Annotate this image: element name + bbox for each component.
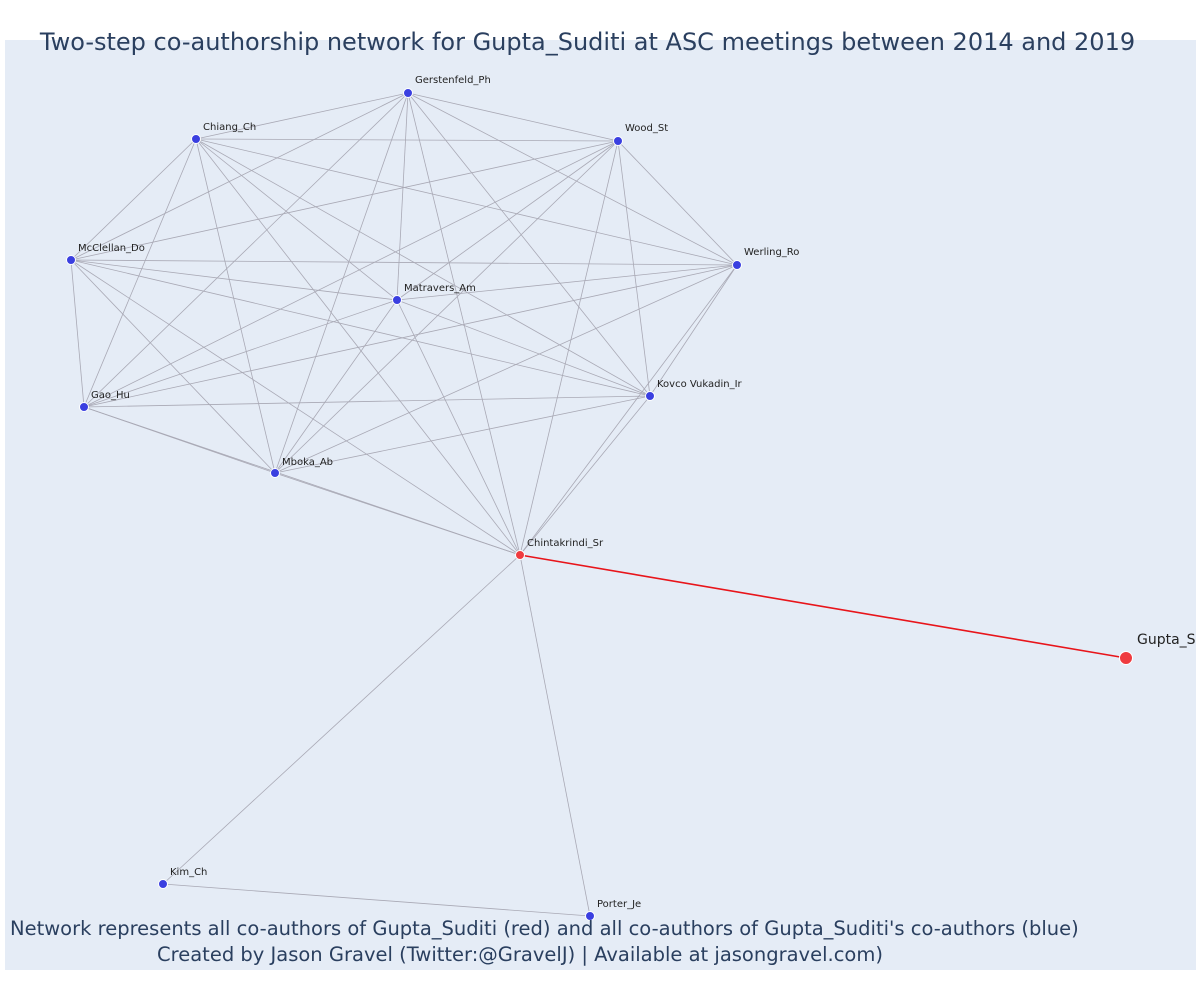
chart-title: Two-step co-authorship network for Gupta…: [39, 28, 1136, 56]
edge-wood-st-werling-ro: [617, 140, 738, 266]
edge-mcclellan-do-mboka-ab: [70, 259, 276, 474]
node-label-chintakrindi-sr: Chintakrindi_Sr: [527, 538, 604, 549]
edge-kovco-vukadin-ir-gao-hu: [83, 395, 651, 408]
edge-wood-st-mcclellan-do: [70, 140, 619, 261]
plot-background: [5, 40, 1196, 970]
edge-chintakrindi-sr-porter-je: [519, 554, 591, 917]
edge-kovco-vukadin-ir-chintakrindi-sr: [519, 395, 651, 556]
edge-wood-st-matravers-am: [396, 140, 619, 301]
node-label-mboka-ab: Mboka_Ab: [282, 457, 333, 468]
node-label-mcclellan-do: McClellan_Do: [78, 243, 145, 254]
edge-gerstenfeld-ph-chiang-ch: [195, 92, 409, 140]
nodes-layer: Gupta_S Chintakrindi_Sr Gerstenfeld_Ph Chia…: [66, 75, 1196, 921]
node-label-gerstenfeld-ph: Gerstenfeld_Ph: [415, 75, 491, 86]
edge-werling-ro-gao-hu: [83, 264, 738, 408]
node-mboka-ab[interactable]: [270, 468, 280, 478]
edge-wood-st-gao-hu: [83, 140, 619, 408]
edge-gerstenfeld-ph-werling-ro: [407, 92, 738, 266]
edge-kovco-vukadin-ir-mboka-ab: [274, 395, 651, 474]
node-label-porter-je: Porter_Je: [597, 899, 641, 910]
edge-mboka-ab-chintakrindi-sr: [274, 472, 521, 556]
edge-chiang-ch-mboka-ab: [195, 138, 276, 474]
node-matravers-am[interactable]: [392, 295, 402, 305]
edge-gerstenfeld-ph-wood-st: [407, 92, 619, 142]
edge-mcclellan-do-gao-hu: [70, 259, 85, 408]
node-kim-ch[interactable]: [158, 879, 168, 889]
edge-gerstenfeld-ph-mboka-ab: [274, 92, 409, 474]
edge-chiang-ch-matravers-am: [195, 138, 398, 301]
edge-matravers-am-kovco-vukadin-ir: [396, 299, 651, 397]
node-label-gupta-s: Gupta_S: [1137, 632, 1196, 648]
node-gao-hu[interactable]: [79, 402, 89, 412]
node-mcclellan-do[interactable]: [66, 255, 76, 265]
node-label-chiang-ch: Chiang_Ch: [203, 122, 256, 133]
edge-werling-ro-mboka-ab: [274, 264, 738, 474]
edge-mcclellan-do-chintakrindi-sr: [70, 259, 521, 556]
node-wood-st[interactable]: [613, 136, 623, 146]
node-werling-ro[interactable]: [732, 260, 742, 270]
caption-line-2: Created by Jason Gravel (Twitter:@Gravel…: [157, 943, 883, 966]
node-gerstenfeld-ph[interactable]: [403, 88, 413, 98]
edges-layer: [70, 92, 1127, 917]
edge-wood-st-chintakrindi-sr: [519, 140, 619, 556]
edge-wood-st-mboka-ab: [274, 140, 619, 474]
edge-gerstenfeld-ph-mcclellan-do: [70, 92, 409, 261]
node-chintakrindi-sr[interactable]: [515, 550, 525, 560]
node-label-matravers-am: Matravers_Am: [404, 283, 476, 294]
edge-gerstenfeld-ph-gao-hu: [83, 92, 409, 408]
edge-mcclellan-do-kovco-vukadin-ir: [70, 259, 651, 397]
focal-edge-chintakrindi-sr-gupta-s: [519, 554, 1127, 659]
edge-gerstenfeld-ph-kovco-vukadin-ir: [407, 92, 651, 397]
node-label-kim-ch: Kim_Ch: [170, 867, 207, 878]
edge-gerstenfeld-ph-matravers-am: [396, 92, 409, 301]
edge-werling-ro-matravers-am: [396, 264, 738, 301]
node-label-werling-ro: Werling_Ro: [744, 247, 799, 258]
edge-chiang-ch-mcclellan-do: [70, 138, 197, 261]
edge-mcclellan-do-werling-ro: [70, 259, 738, 266]
edge-matravers-am-gao-hu: [83, 299, 398, 408]
edge-chiang-ch-kovco-vukadin-ir: [195, 138, 651, 397]
edge-matravers-am-mboka-ab: [274, 299, 398, 474]
edge-matravers-am-chintakrindi-sr: [396, 299, 521, 556]
node-porter-je[interactable]: [585, 911, 595, 921]
edge-werling-ro-chintakrindi-sr: [519, 264, 738, 556]
edge-mcclellan-do-matravers-am: [70, 259, 398, 301]
edge-chiang-ch-werling-ro: [195, 138, 738, 266]
edge-chiang-ch-wood-st: [195, 138, 619, 142]
caption-line-1: Network represents all co-authors of Gup…: [10, 917, 1079, 940]
node-label-wood-st: Wood_St: [625, 123, 668, 134]
node-kovco-vukadin-ir[interactable]: [645, 391, 655, 401]
edge-chintakrindi-sr-kim-ch: [162, 554, 521, 885]
edge-kim-ch-porter-je: [162, 883, 591, 917]
node-chiang-ch[interactable]: [191, 134, 201, 144]
edge-chiang-ch-chintakrindi-sr: [195, 138, 521, 556]
node-label-kovco-vukadin-ir: Kovco Vukadin_Ir: [657, 379, 743, 390]
edge-werling-ro-kovco-vukadin-ir: [649, 264, 738, 397]
edge-chiang-ch-gao-hu: [83, 138, 197, 408]
edge-wood-st-kovco-vukadin-ir: [617, 140, 651, 397]
node-gupta-s[interactable]: [1119, 651, 1133, 665]
node-label-gao-hu: Gao_Hu: [91, 390, 130, 401]
